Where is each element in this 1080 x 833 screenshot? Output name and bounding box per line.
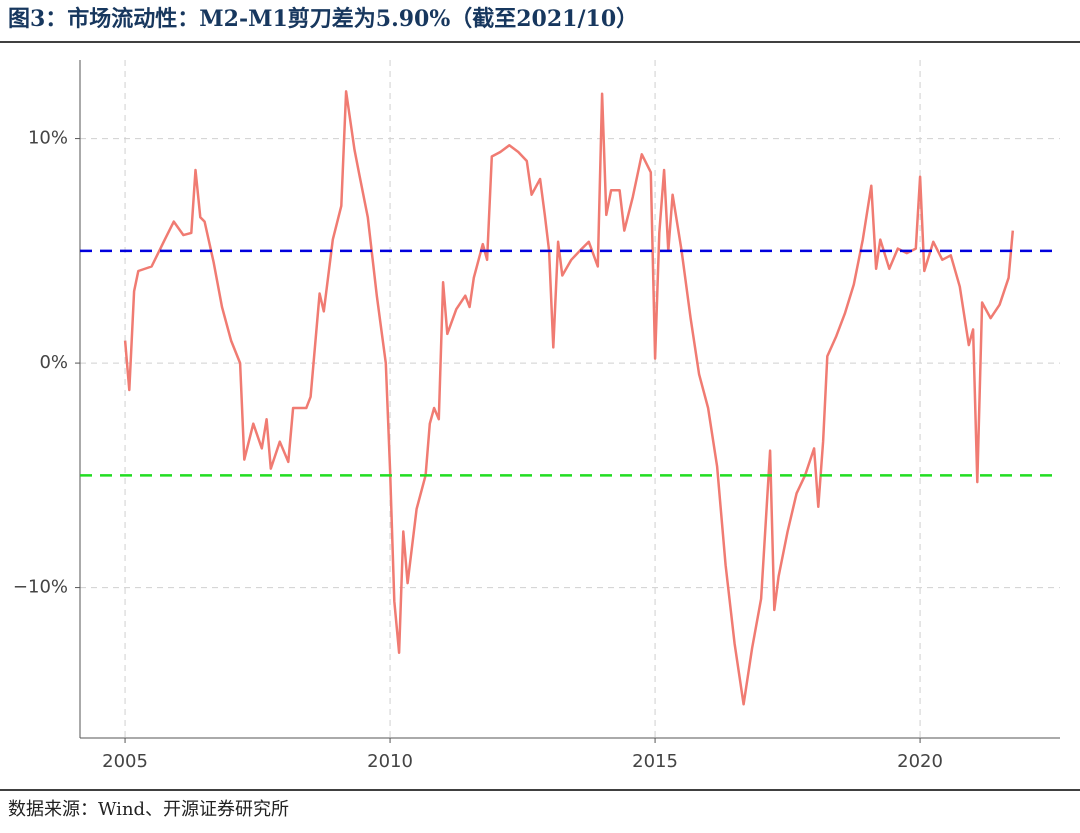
x-tick-label: 2015 xyxy=(632,751,678,772)
y-tick-label: 0% xyxy=(39,352,68,373)
x-tick-label: 2020 xyxy=(897,751,943,772)
y-tick-label: 10% xyxy=(28,128,68,149)
y-tick-label: −10% xyxy=(13,577,68,598)
x-tick-label: 2005 xyxy=(102,751,148,772)
source-note: 数据来源：Wind、开源证券研究所 xyxy=(8,799,289,820)
data-line xyxy=(123,90,1015,706)
chart-title: 图3：市场流动性：M2-M1剪刀差为5.90%（截至2021/10） xyxy=(8,6,638,32)
x-tick-label: 2010 xyxy=(367,751,413,772)
